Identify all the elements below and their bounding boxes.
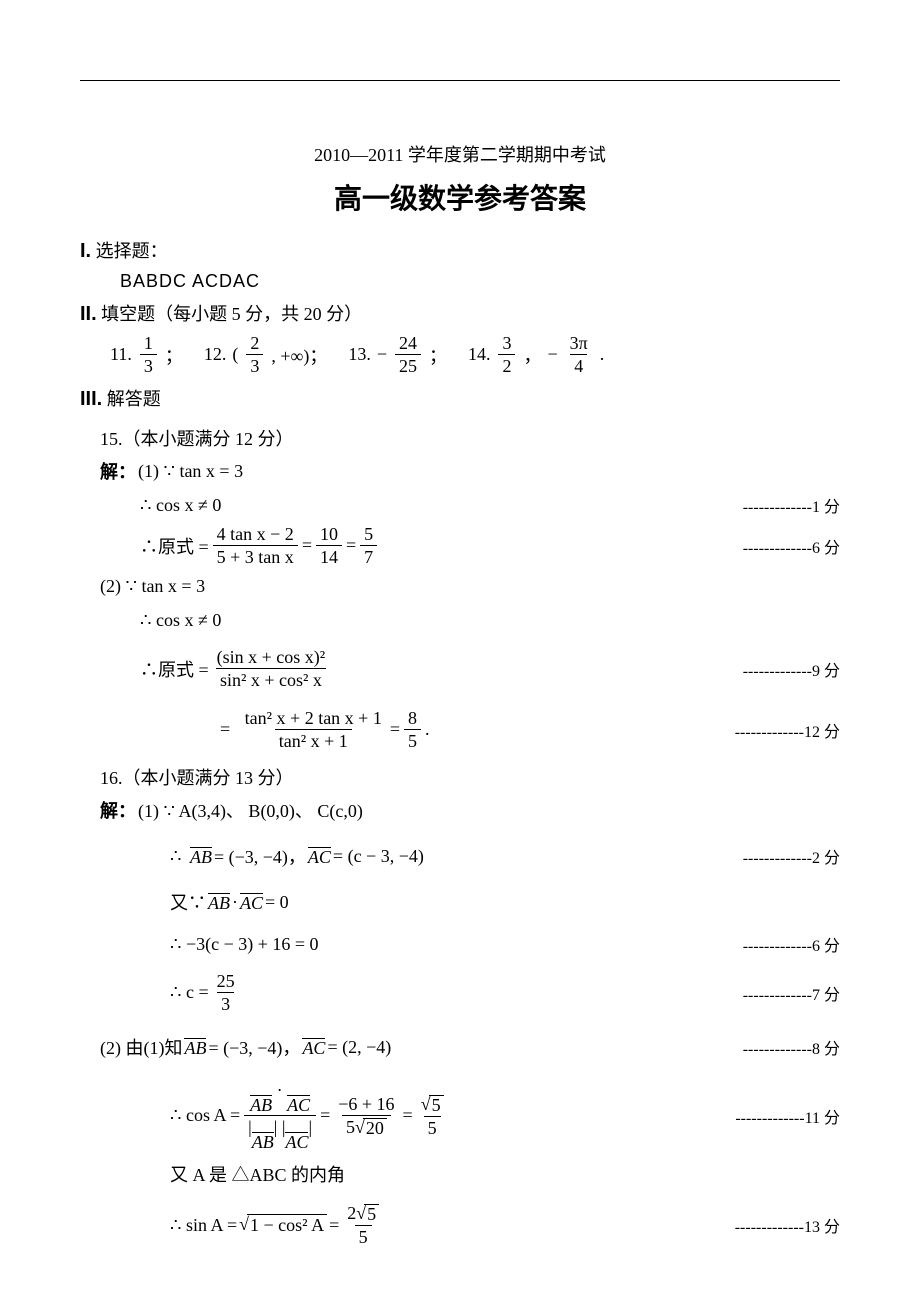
item-11-fraction: 1 3 [140,334,157,375]
q15-line-cos2: ∴ cos x ≠ 0 [100,606,840,634]
vector-ab: AB [190,847,212,865]
section-1-heading: I. 选择题： [80,237,840,263]
item-12-number: 12. [204,344,227,365]
q16-score-13: -------------13 分 [735,1213,840,1237]
q16-line-sin: ∴ sin A = √1 − cos² A = 2√5 5 ----------… [100,1204,840,1246]
fill-in-answers: 11. 1 3 ； 12. ( 2 3 , +∞)； 13. − 24 25 ；… [110,334,840,375]
section-3-heading: III. 解答题 [80,385,840,411]
top-rule [80,80,840,81]
multiple-choice-answers: BABDC ACDAC [120,271,840,292]
item-11-number: 11. [110,344,132,365]
q15-line-p2: (2) ∵ tan x = 3 [100,572,840,600]
item-14b-fraction: 3π 4 [566,334,592,375]
q15-score-1: -------------1 分 [743,493,840,517]
item-14a-fraction: 3 2 [498,334,515,375]
q15-line-final: = tan² x + 2 tan x + 1 tan² x + 1 = 8 5 … [100,709,840,750]
q15-heading: 15.（本小题满分 12 分） [100,425,840,451]
q16-line-given: 解： (1) ∵ A(3,4)、 B(0,0)、 C(c,0) [100,796,840,824]
section-2-heading: II. 填空题（每小题 5 分，共 20 分） [80,300,840,326]
q16-line-vectors: ∴ AB = (−3, −4)， AC = (c − 3, −4) ------… [100,842,840,870]
q16-line-cos: ∴ cos A = AB · AC |AB| |AC| = −6 + 16 [100,1081,840,1150]
section-1-label: 选择题： [96,241,168,261]
section-3-number: III. [80,388,102,410]
question-15: 15.（本小题满分 12 分） 解： (1) ∵ tan x = 3 ∴ cos… [100,425,840,750]
q16-score-2: -------------2 分 [743,844,840,868]
q15-line-sol: 解： (1) ∵ tan x = 3 [100,457,840,485]
item-13-number: 13. [348,344,371,365]
question-16: 16.（本小题满分 13 分） 解： (1) ∵ A(3,4)、 B(0,0)、… [100,764,840,1246]
item-13-fraction: 24 25 [395,334,421,375]
subtitle: 2010—2011 学年度第二学期期中考试 [80,141,840,167]
q16-score-6: -------------6 分 [743,932,840,956]
q15-score-6: -------------6 分 [743,534,840,558]
q15-line-cos1: ∴ cos x ≠ 0 -------------1 分 [100,491,840,519]
item-12-fraction: 2 3 [246,334,263,375]
section-2-label: 填空题（每小题 5 分，共 20 分） [101,304,362,324]
q16-line-p2: (2) 由(1)知 AB = (−3, −4)， AC = (2, −4) --… [100,1033,840,1061]
q16-heading: 16.（本小题满分 13 分） [100,764,840,790]
q16-score-11: -------------11 分 [735,1104,840,1128]
q16-line-eq: ∴ −3(c − 3) + 16 = 0 -------------6 分 [100,930,840,958]
q15-line-orig1: ∴原式 = 4 tan x − 2 5 + 3 tan x = 10 14 = … [100,525,840,566]
q15-score-12: -------------12 分 [735,718,840,742]
main-title: 高一级数学参考答案 [80,177,840,217]
section-2-number: II. [80,303,97,325]
q15-line-orig2: ∴原式 = (sin x + cos x)² sin² x + cos² x -… [100,648,840,689]
section-1-number: I. [80,240,91,262]
section-3-label: 解答题 [107,389,161,409]
q16-score-8: -------------8 分 [743,1035,840,1059]
vector-ac: AC [308,847,331,865]
q16-line-dot: 又∵ AB · AC = 0 [100,888,840,916]
q16-line-c: ∴ c = 25 3 -------------7 分 [100,972,840,1013]
q16-score-7: -------------7 分 [743,981,840,1005]
q16-line-angle: 又 A 是 △ABC 的内角 [100,1160,840,1188]
q15-score-9: -------------9 分 [743,657,840,681]
item-14-number: 14. [468,344,491,365]
document-page: 2010—2011 学年度第二学期期中考试 高一级数学参考答案 I. 选择题： … [0,0,920,1292]
